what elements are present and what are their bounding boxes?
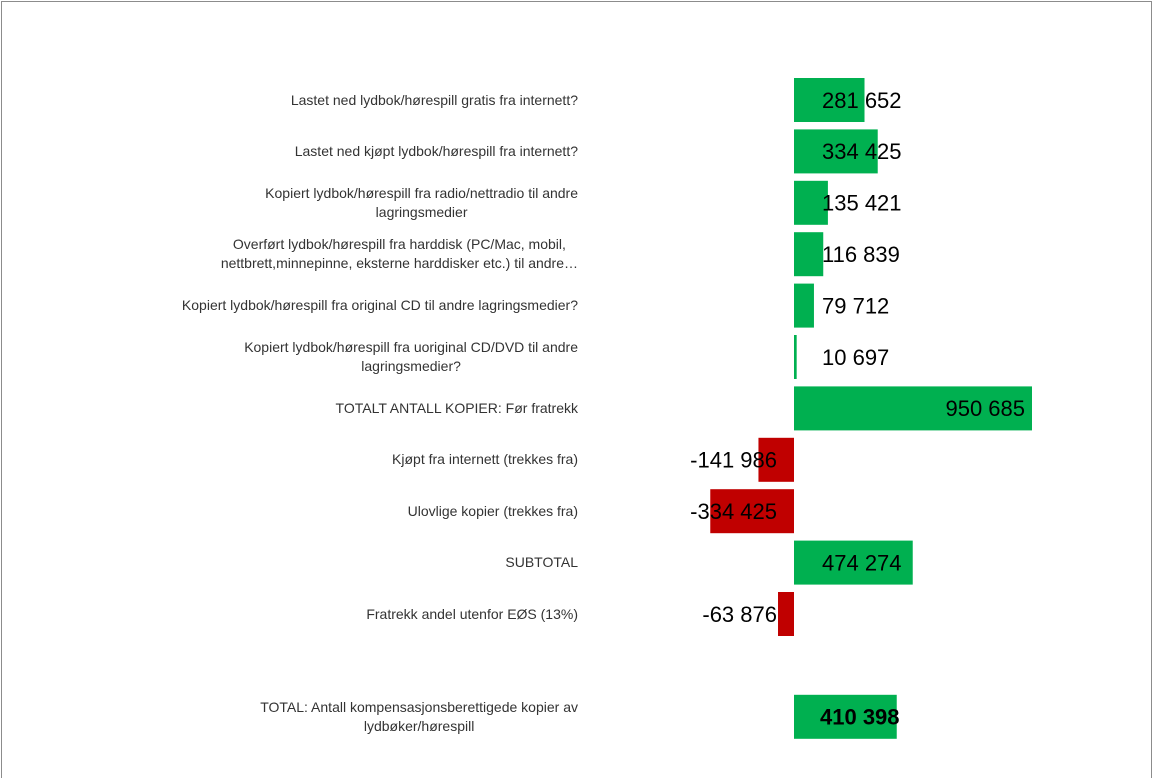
value-label: 410 398 — [820, 705, 900, 730]
bar — [710, 489, 794, 534]
category-text: Kopiert lydbok/hørespill fra uoriginal C… — [244, 339, 578, 374]
value-label: 334 425 — [822, 139, 902, 164]
value-label: 10 697 — [822, 345, 889, 370]
bar — [758, 437, 794, 482]
category-label: SUBTOTAL — [505, 538, 578, 588]
category-text: Kopiert lydbok/hørespill fra radio/nettr… — [265, 184, 578, 220]
category-text: SUBTOTAL — [505, 554, 578, 571]
value-label: -141 986 — [690, 448, 777, 473]
category-label: Overført lydbok/hørespill fra harddisk (… — [221, 229, 578, 279]
category-label: Kopiert lydbok/hørespill fra uoriginal C… — [244, 332, 578, 382]
category-label: Kopiert lydbok/hørespill fra original CD… — [182, 281, 578, 331]
category-text: Ulovlige kopier (trekkes fra) — [407, 502, 578, 519]
value-label: 474 274 — [822, 550, 902, 575]
value-label: 950 685 — [945, 396, 1025, 421]
bar — [794, 335, 797, 379]
bar — [794, 386, 1032, 431]
value-label: 79 712 — [822, 293, 889, 318]
bar — [794, 694, 897, 739]
category-text: TOTAL: Antall kompensasjonsberettigede k… — [260, 698, 578, 734]
value-label: 135 421 — [822, 191, 902, 216]
bar — [794, 78, 865, 122]
bar — [794, 232, 824, 277]
category-text: TOTALT ANTALL KOPIER: Før fratrekk — [335, 399, 578, 416]
value-label: 281 652 — [822, 88, 902, 113]
bar — [778, 592, 794, 636]
category-label: Kjøpt fra internett (trekkes fra) — [392, 435, 578, 485]
category-label: Fratrekk andel utenfor EØS (13%) — [366, 589, 578, 639]
category-label: Kopiert lydbok/hørespill fra radio/nettr… — [265, 178, 578, 228]
bar — [794, 180, 828, 225]
category-text: Kjøpt fra internett (trekkes fra) — [392, 451, 578, 468]
category-label: TOTAL: Antall kompensasjonsberettigede k… — [260, 692, 578, 742]
category-text: Lastet ned kjøpt lydbok/hørespill fra in… — [294, 142, 578, 159]
category-label: Lastet ned kjøpt lydbok/hørespill fra in… — [295, 126, 578, 176]
category-label: Lastet ned lydbok/hørespill gratis fra i… — [291, 75, 578, 125]
category-label: TOTALT ANTALL KOPIER: Før fratrekk — [336, 383, 578, 433]
category-text: Kopiert lydbok/hørespill fra original CD… — [181, 297, 578, 314]
value-label: -63 876 — [702, 602, 777, 627]
category-text: Overført lydbok/hørespill fra harddisk (… — [220, 236, 578, 272]
value-label: 116 839 — [822, 242, 900, 267]
category-text: Fratrekk andel utenfor EØS (13%) — [366, 605, 578, 622]
category-label: Ulovlige kopier (trekkes fra) — [408, 486, 578, 536]
bar — [794, 540, 913, 585]
category-text: Lastet ned lydbok/hørespill gratis fra i… — [290, 91, 578, 108]
bar — [794, 283, 814, 328]
value-label: -334 425 — [690, 499, 777, 524]
bar — [794, 129, 878, 174]
